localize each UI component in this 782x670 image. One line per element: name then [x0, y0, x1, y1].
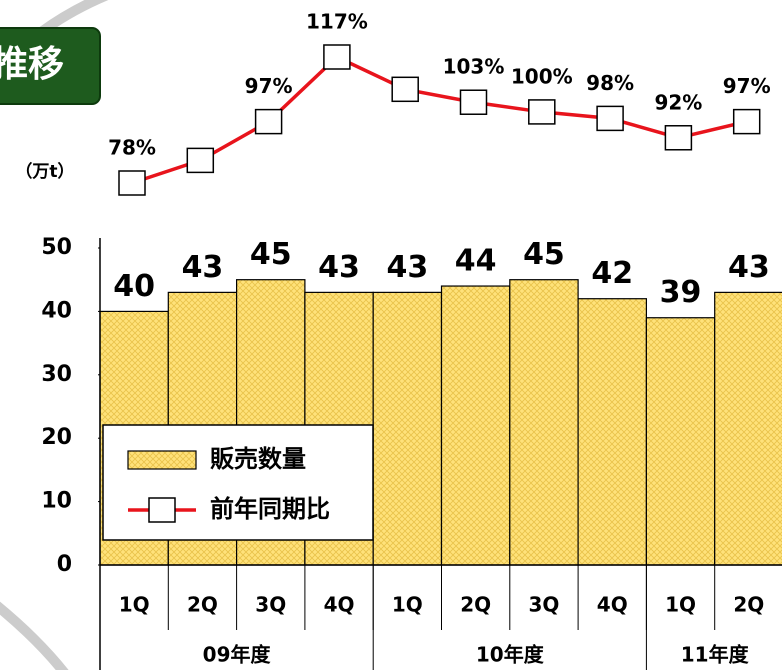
legend-marker [148, 497, 176, 523]
y-tick-label: 10 [41, 489, 72, 514]
x-tick-label: 3Q [528, 593, 559, 617]
line-marker [664, 125, 693, 151]
group-label: 11年度 [681, 643, 750, 667]
x-tick-label: 4Q [597, 593, 628, 617]
bar-value-label: 44 [455, 244, 497, 279]
bar [645, 317, 716, 566]
y-tick-label: 50 [41, 235, 72, 260]
bar [440, 285, 511, 566]
legend-label: 販売数量 [210, 445, 306, 473]
line-value-label: 92% [654, 90, 702, 114]
line-marker [391, 76, 419, 103]
x-tick-label: 1Q [119, 593, 150, 617]
bar [372, 291, 443, 566]
bar-value-label: 43 [728, 250, 770, 285]
line-value-label: 103% [443, 55, 505, 79]
x-tick-label: 2Q [460, 593, 491, 617]
bar-value-label: 43 [182, 250, 224, 285]
chart-title: 推移 [0, 44, 64, 85]
bar [509, 279, 579, 566]
group-label: 09年度 [203, 643, 272, 667]
x-tick-label: 1Q [665, 593, 696, 617]
line-value-label: 100% [511, 64, 573, 88]
decor-arc [0, 601, 69, 670]
line-value-label: 98% [586, 71, 634, 95]
y-tick-label: 20 [41, 425, 72, 450]
line-marker [118, 170, 146, 196]
line [131, 54, 748, 185]
bar [714, 291, 782, 566]
bar-value-label: 45 [523, 237, 565, 272]
line-value-label: 78% [108, 136, 156, 160]
bar [577, 298, 647, 566]
line-marker [186, 147, 215, 174]
y-tick-label: 0 [57, 552, 72, 577]
legend-box [102, 424, 374, 541]
line-value-label: 117% [306, 10, 368, 34]
line-value-label: 97% [245, 74, 293, 98]
line-marker [528, 99, 556, 125]
bar-value-label: 43 [386, 250, 428, 285]
x-tick-label: 2Q [733, 593, 764, 617]
bar-value-label: 43 [318, 250, 360, 285]
line-marker [732, 108, 761, 135]
bar-value-label: 42 [591, 256, 633, 291]
line-marker [254, 108, 283, 135]
bar-value-label: 45 [250, 237, 292, 272]
x-tick-label: 4Q [324, 593, 355, 617]
y-tick-label: 40 [41, 298, 72, 323]
title-box [0, 27, 101, 105]
line-marker [596, 105, 624, 132]
line-marker [323, 44, 351, 70]
bar-value-label: 40 [113, 269, 155, 304]
x-tick-label: 2Q [187, 593, 218, 617]
legend-swatch [127, 450, 197, 470]
line-marker [459, 89, 488, 115]
group-label: 10年度 [476, 643, 545, 667]
bar-value-label: 39 [660, 275, 702, 310]
x-tick-label: 1Q [392, 593, 423, 617]
legend-label: 前年同期比 [210, 495, 330, 523]
y-tick-label: 30 [41, 362, 72, 387]
x-tick-label: 3Q [255, 593, 286, 617]
line-value-label: 97% [723, 74, 771, 98]
y-axis-label: （万t） [15, 161, 74, 182]
